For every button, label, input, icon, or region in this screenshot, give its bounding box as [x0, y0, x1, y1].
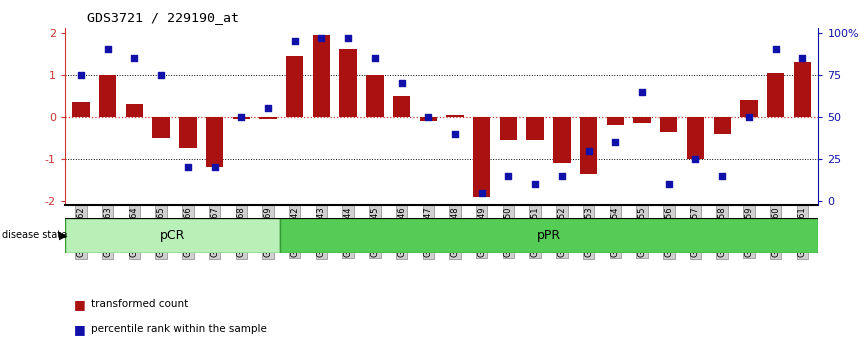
Point — [609, 139, 623, 145]
Bar — [740, 100, 758, 117]
Point — [715, 173, 729, 179]
Text: pCR: pCR — [160, 229, 185, 242]
Text: transformed count: transformed count — [91, 299, 188, 309]
Bar — [580, 117, 598, 174]
Bar — [366, 75, 384, 117]
Bar — [313, 35, 330, 117]
Point — [742, 114, 756, 120]
Point — [662, 181, 675, 187]
Point — [341, 35, 355, 40]
Point — [208, 165, 222, 170]
Text: pPR: pPR — [537, 229, 561, 242]
Point — [368, 55, 382, 61]
Point — [528, 181, 542, 187]
Bar — [233, 117, 250, 119]
Bar — [339, 50, 357, 117]
Bar — [687, 117, 704, 159]
Text: ■: ■ — [74, 298, 86, 311]
Point — [635, 89, 649, 95]
Text: ▶: ▶ — [59, 230, 68, 240]
Point — [235, 114, 249, 120]
Bar — [126, 104, 143, 117]
Point — [127, 55, 141, 61]
Bar — [179, 117, 197, 148]
Bar — [473, 117, 490, 197]
Bar — [446, 115, 463, 117]
Bar — [767, 73, 785, 117]
Point — [769, 47, 783, 52]
Point — [555, 173, 569, 179]
Bar — [99, 75, 116, 117]
Bar — [152, 117, 170, 138]
Point — [100, 47, 114, 52]
Bar — [633, 117, 650, 123]
Point — [288, 38, 301, 44]
Bar — [281, 218, 818, 253]
Text: ■: ■ — [74, 323, 86, 336]
Point — [448, 131, 462, 137]
Bar — [286, 56, 303, 117]
Point — [395, 80, 409, 86]
Bar — [420, 117, 437, 121]
Bar — [500, 117, 517, 140]
Bar — [72, 102, 90, 117]
Bar — [714, 117, 731, 134]
Point — [154, 72, 168, 78]
Bar — [259, 117, 276, 119]
Point — [74, 72, 88, 78]
Bar — [527, 117, 544, 140]
Point — [261, 105, 275, 111]
Point — [501, 173, 515, 179]
Point — [688, 156, 702, 162]
Point — [314, 35, 328, 40]
Bar — [553, 117, 571, 163]
Point — [181, 165, 195, 170]
Point — [795, 55, 809, 61]
Text: percentile rank within the sample: percentile rank within the sample — [91, 324, 267, 334]
Point — [475, 190, 488, 195]
Text: GDS3721 / 229190_at: GDS3721 / 229190_at — [87, 11, 239, 24]
Bar — [206, 117, 223, 167]
Bar — [607, 117, 624, 125]
Point — [422, 114, 436, 120]
Bar — [393, 96, 410, 117]
Text: disease state: disease state — [2, 230, 67, 240]
Bar — [660, 117, 677, 132]
Bar — [793, 62, 811, 117]
Bar — [65, 218, 281, 253]
Point — [582, 148, 596, 153]
